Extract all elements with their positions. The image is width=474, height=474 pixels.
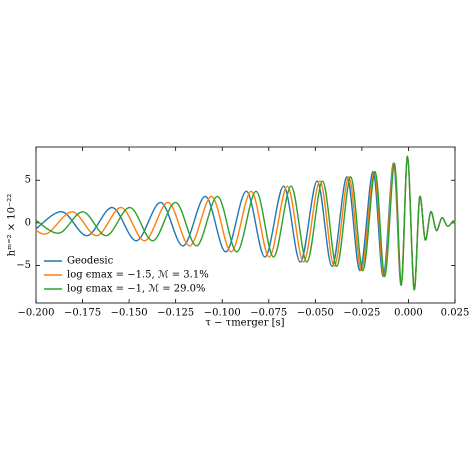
x-axis-label: τ − τmerger [s] (205, 318, 284, 329)
legend-label: Geodesic (67, 256, 114, 267)
x-tick-label: −0.175 (64, 308, 101, 319)
y-axis-label: hᵐ⁼² × 10⁻²² (7, 194, 18, 257)
waveform-line (35, 155, 456, 291)
legend-label: log ϵmax = −1, ℳ = 29.0% (67, 284, 206, 295)
x-tick-label: −0.150 (111, 308, 148, 319)
x-tick-label: −0.100 (204, 308, 241, 319)
legend-label: log ϵmax = −1.5, ℳ = 3.1% (67, 270, 209, 281)
y-tick-label: −5 (16, 260, 31, 271)
y-tick-label: 0 (25, 217, 31, 228)
y-tick-label: 5 (25, 175, 31, 186)
x-tick-label: −0.025 (343, 308, 380, 319)
x-tick-label: 0.025 (441, 308, 470, 319)
x-tick-label: 0.000 (394, 308, 423, 319)
x-tick-label: −0.075 (250, 308, 287, 319)
x-tick-label: −0.050 (297, 308, 334, 319)
x-tick-label: −0.200 (17, 308, 54, 319)
plot-frame (35, 146, 456, 304)
x-tick-label: −0.125 (157, 308, 194, 319)
